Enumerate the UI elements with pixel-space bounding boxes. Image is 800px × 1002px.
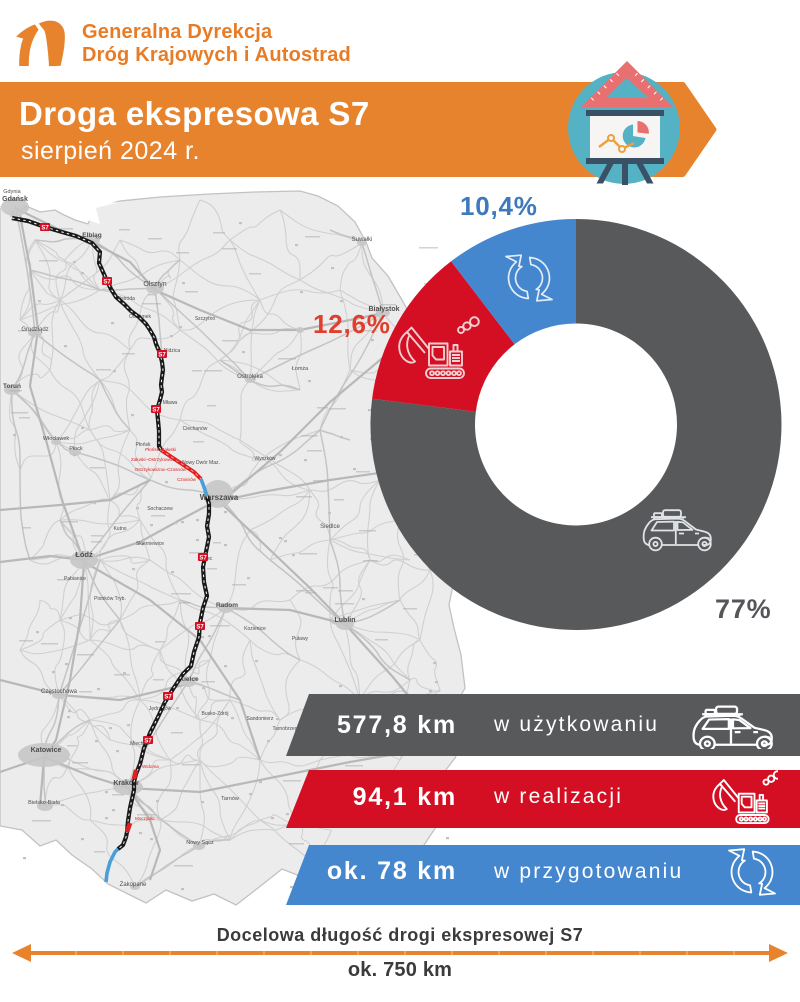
svg-text:Wyszków: Wyszków	[254, 456, 275, 462]
svg-text:Nidzica: Nidzica	[164, 348, 181, 354]
svg-text:Tarnów: Tarnów	[221, 796, 239, 802]
svg-text:Widoma: Widoma	[142, 764, 159, 769]
svg-text:S7: S7	[41, 226, 49, 232]
svg-text:Nowy Sącz: Nowy Sącz	[186, 840, 214, 846]
svg-text:Katowice: Katowice	[31, 747, 62, 754]
svg-text:Nowy Dwór Maz.: Nowy Dwór Maz.	[182, 460, 220, 466]
svg-text:Zakopane: Zakopane	[120, 882, 147, 888]
svg-text:Toruń: Toruń	[3, 383, 21, 390]
svg-text:Kozienice: Kozienice	[244, 626, 266, 632]
svg-text:Szczytno: Szczytno	[195, 316, 216, 322]
svg-text:Siedlce: Siedlce	[320, 524, 340, 530]
svg-text:S7: S7	[196, 625, 204, 631]
svg-text:Moczydło: Moczydło	[135, 816, 155, 821]
svg-text:Bielsko-Biała: Bielsko-Biała	[28, 800, 61, 806]
svg-text:Płońsk–Załuski: Płońsk–Załuski	[145, 447, 176, 452]
svg-text:Łomża: Łomża	[292, 366, 309, 372]
svg-text:Czosnów: Czosnów	[177, 477, 197, 482]
svg-text:Gdańsk: Gdańsk	[2, 196, 28, 203]
svg-text:Płock: Płock	[69, 446, 83, 452]
svg-text:Elbląg: Elbląg	[82, 232, 102, 239]
svg-text:S7: S7	[144, 739, 152, 745]
svg-text:Suwałki: Suwałki	[352, 237, 373, 243]
svg-text:Sochaczew: Sochaczew	[147, 506, 173, 512]
svg-text:S7: S7	[158, 353, 166, 359]
svg-text:Łódź: Łódź	[75, 550, 93, 559]
svg-text:Kraków: Kraków	[113, 780, 139, 787]
svg-text:S7: S7	[152, 408, 160, 414]
svg-text:Pabianice: Pabianice	[64, 576, 86, 582]
svg-text:Mława: Mława	[163, 400, 178, 406]
svg-text:Olsztyn: Olsztyn	[143, 281, 166, 288]
svg-text:Ciechanów: Ciechanów	[183, 426, 208, 432]
svg-text:Skierniewice: Skierniewice	[136, 541, 164, 547]
svg-text:Grudziądz: Grudziądz	[21, 327, 48, 333]
svg-text:Białystok: Białystok	[368, 306, 399, 313]
svg-text:Gdynia: Gdynia	[3, 189, 21, 195]
svg-text:Warszawa: Warszawa	[200, 493, 239, 502]
svg-text:Kutno: Kutno	[113, 526, 126, 532]
svg-text:Załuski–Ostrzykowizna: Załuski–Ostrzykowizna	[131, 457, 178, 462]
svg-text:Miechów: Miechów	[130, 741, 150, 747]
svg-text:Lublin: Lublin	[335, 617, 356, 624]
svg-text:Ostrzykowizna–Czosnów: Ostrzykowizna–Czosnów	[135, 467, 187, 472]
svg-text:Piotrków Tryb.: Piotrków Tryb.	[94, 596, 126, 602]
svg-text:Ostróda: Ostróda	[117, 296, 135, 302]
svg-text:Busko-Zdrój: Busko-Zdrój	[202, 711, 229, 717]
svg-text:Kielce: Kielce	[179, 676, 199, 683]
svg-text:Ostrołęka: Ostrołęka	[237, 374, 263, 380]
svg-text:Płońsk: Płońsk	[135, 442, 151, 448]
svg-text:Tarnobrzeg: Tarnobrzeg	[272, 726, 297, 732]
svg-text:Włocławek: Włocławek	[43, 436, 70, 442]
svg-text:Puławy: Puławy	[292, 636, 309, 642]
svg-text:S7: S7	[199, 556, 207, 562]
svg-text:S7: S7	[164, 695, 172, 701]
svg-text:S7: S7	[103, 280, 111, 286]
svg-text:Radom: Radom	[216, 602, 238, 609]
svg-text:Częstochowa: Częstochowa	[41, 689, 78, 695]
svg-text:Sandomierz: Sandomierz	[247, 716, 274, 722]
